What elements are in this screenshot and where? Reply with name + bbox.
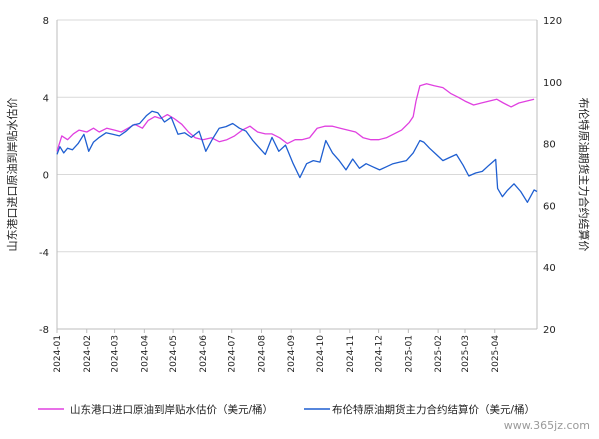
x-tick-label: 2024-10 bbox=[316, 335, 326, 373]
y-left-tick-label: 0 bbox=[43, 171, 49, 182]
x-tick-label: 2024-06 bbox=[199, 335, 209, 373]
y-right-tick-label: 40 bbox=[543, 263, 556, 274]
x-axis: 2024-01 2024-02 2024-03 2024-04 2024-05 2024-… bbox=[53, 329, 501, 373]
y-right-tick-label: 100 bbox=[543, 78, 562, 89]
y-right-axis-title: 布伦特原油期货主力合约结算价 bbox=[577, 98, 591, 252]
y-right-tick-label: 120 bbox=[543, 16, 562, 27]
y-axis-left: -8 -4 0 4 8 山东港口进口原油到岸贴水估价 bbox=[5, 16, 49, 336]
legend-label-2: 布伦特原油期货主力合约结算价（美元/桶） bbox=[332, 403, 535, 416]
y-right-tick-label: 60 bbox=[543, 201, 556, 212]
plot-frame bbox=[56, 20, 538, 330]
y-left-tick-label: -4 bbox=[39, 248, 49, 259]
y-left-tick-label: -8 bbox=[39, 325, 49, 336]
legend-label-1: 山东港口进口原油到岸贴水估价（美元/桶） bbox=[70, 403, 273, 416]
y-left-axis-title: 山东港口进口原油到岸贴水估价 bbox=[5, 98, 19, 252]
x-tick-label: 2024-07 bbox=[228, 335, 238, 373]
x-tick-label: 2024-11 bbox=[346, 335, 356, 373]
watermark: www.365jz.com bbox=[504, 419, 590, 432]
series-line-1 bbox=[56, 83, 535, 152]
x-tick-label: 2024-03 bbox=[111, 335, 121, 373]
y-axis-right: 20 40 60 80 100 120 布伦特原油期货主力合约结算价 bbox=[543, 16, 591, 336]
y-left-tick-label: 8 bbox=[43, 16, 49, 27]
y-right-tick-label: 80 bbox=[543, 140, 556, 151]
x-tick-label: 2024-04 bbox=[140, 335, 150, 373]
series-line-2 bbox=[56, 110, 538, 203]
x-tick-label: 2024-08 bbox=[257, 335, 267, 373]
x-tick-label: 2024-01 bbox=[53, 335, 63, 373]
x-tick-label: 2024-05 bbox=[169, 335, 179, 373]
x-tick-label: 2024-12 bbox=[375, 335, 385, 373]
x-tick-label: 2025-04 bbox=[491, 335, 501, 373]
x-tick-label: 2025-01 bbox=[404, 335, 414, 373]
x-tick-label: 2024-09 bbox=[287, 335, 297, 373]
legend: 山东港口进口原油到岸贴水估价（美元/桶） 布伦特原油期货主力合约结算价（美元/桶） bbox=[38, 403, 535, 416]
grid bbox=[57, 19, 537, 330]
y-right-tick-label: 20 bbox=[543, 325, 556, 336]
y-left-tick-label: 4 bbox=[43, 93, 49, 104]
x-tick-label: 2025-02 bbox=[434, 335, 444, 373]
series-lines bbox=[56, 83, 538, 203]
x-tick-label: 2024-02 bbox=[83, 335, 93, 373]
x-tick-label: 2025-03 bbox=[461, 335, 471, 373]
